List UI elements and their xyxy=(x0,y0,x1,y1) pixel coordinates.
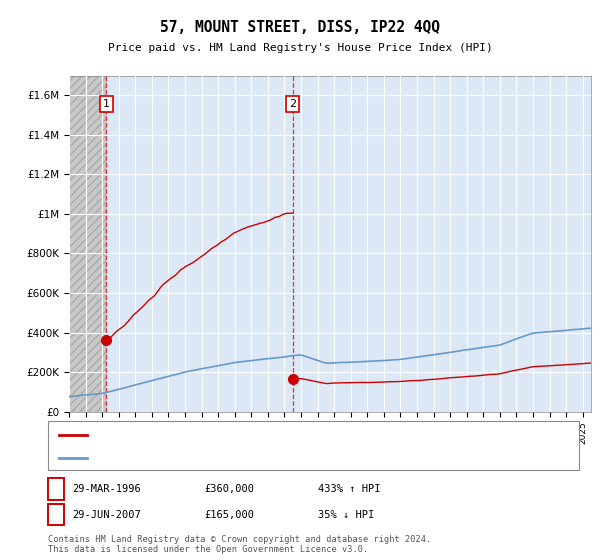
Text: 29-MAR-1996: 29-MAR-1996 xyxy=(72,484,141,494)
Text: 2: 2 xyxy=(289,99,296,109)
Text: 433% ↑ HPI: 433% ↑ HPI xyxy=(318,484,380,494)
Text: HPI: Average price, detached house, South Norfolk: HPI: Average price, detached house, Sout… xyxy=(91,452,379,463)
Text: 57, MOUNT STREET, DISS, IP22 4QQ (detached house): 57, MOUNT STREET, DISS, IP22 4QQ (detach… xyxy=(91,430,379,440)
Text: 2: 2 xyxy=(52,510,59,520)
Text: 29-JUN-2007: 29-JUN-2007 xyxy=(72,510,141,520)
Text: Price paid vs. HM Land Registry's House Price Index (HPI): Price paid vs. HM Land Registry's House … xyxy=(107,43,493,53)
Text: 57, MOUNT STREET, DISS, IP22 4QQ: 57, MOUNT STREET, DISS, IP22 4QQ xyxy=(160,21,440,35)
Text: 1: 1 xyxy=(103,99,110,109)
Text: 1: 1 xyxy=(52,484,59,494)
Bar xyxy=(69,76,106,412)
Text: £165,000: £165,000 xyxy=(204,510,254,520)
Bar xyxy=(69,76,106,412)
Text: £360,000: £360,000 xyxy=(204,484,254,494)
Text: 35% ↓ HPI: 35% ↓ HPI xyxy=(318,510,374,520)
Text: Contains HM Land Registry data © Crown copyright and database right 2024.
This d: Contains HM Land Registry data © Crown c… xyxy=(48,535,431,554)
